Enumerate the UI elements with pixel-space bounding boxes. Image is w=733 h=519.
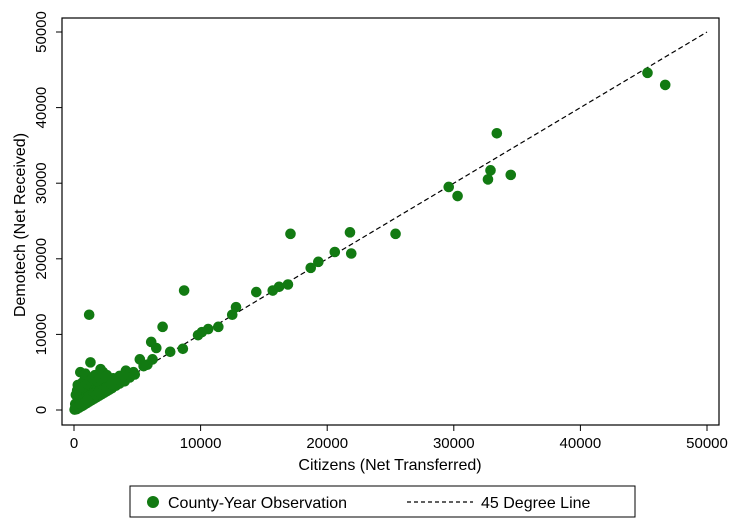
legend-marker-dot bbox=[147, 496, 159, 508]
y-tick-label: 30000 bbox=[33, 162, 50, 204]
data-point bbox=[491, 128, 503, 139]
x-tick-label: 30000 bbox=[433, 435, 475, 452]
data-point bbox=[213, 321, 224, 333]
y-tick-label: 0 bbox=[33, 406, 50, 414]
data-point bbox=[329, 246, 341, 258]
x-tick-label: 50000 bbox=[686, 435, 728, 452]
data-point bbox=[305, 262, 317, 274]
data-point bbox=[118, 369, 129, 381]
legend: County-Year Observation 45 Degree Line bbox=[129, 485, 636, 518]
data-point bbox=[485, 165, 496, 176]
legend-box bbox=[129, 485, 636, 518]
data-point bbox=[81, 394, 93, 406]
data-point bbox=[192, 329, 204, 341]
data-point bbox=[106, 378, 117, 390]
data-point bbox=[313, 256, 324, 268]
data-point bbox=[164, 346, 176, 358]
data-point bbox=[659, 79, 671, 91]
y-tick-label: 50000 bbox=[33, 11, 50, 53]
data-point bbox=[157, 321, 168, 333]
data-point bbox=[85, 357, 96, 368]
data-point bbox=[251, 286, 262, 298]
x-ticks: 0 10000 20000 30000 40000 50000 bbox=[70, 425, 728, 452]
data-point bbox=[83, 309, 95, 321]
data-point bbox=[482, 174, 494, 185]
y-tick-label: 40000 bbox=[33, 87, 50, 129]
data-point bbox=[443, 181, 455, 193]
y-axis: 0 10000 20000 30000 40000 50000 bbox=[33, 11, 63, 425]
x-axis-title: Citizens (Net Transferred) bbox=[298, 457, 481, 474]
data-point bbox=[345, 248, 357, 259]
legend-label-line: 45 Degree Line bbox=[481, 495, 591, 512]
legend-label-points: County-Year Observation bbox=[168, 495, 347, 512]
y-tick-label: 20000 bbox=[33, 238, 50, 280]
y-ticks: 0 10000 20000 30000 40000 50000 bbox=[33, 11, 62, 414]
data-point bbox=[134, 354, 146, 365]
data-point bbox=[505, 169, 517, 181]
data-point bbox=[642, 67, 653, 79]
x-tick-label: 40000 bbox=[560, 435, 602, 452]
y-axis-title: Demotech (Net Received) bbox=[12, 133, 29, 317]
data-point bbox=[177, 343, 189, 355]
x-tick-label: 10000 bbox=[180, 435, 222, 452]
data-point bbox=[129, 369, 141, 380]
data-point bbox=[267, 285, 279, 296]
data-point bbox=[452, 190, 463, 202]
data-point bbox=[344, 227, 356, 238]
x-axis: 0 10000 20000 30000 40000 50000 bbox=[62, 424, 728, 452]
data-point bbox=[285, 228, 296, 240]
x-tick-label: 20000 bbox=[306, 435, 348, 452]
data-point bbox=[226, 309, 238, 321]
y-tick-label: 10000 bbox=[33, 314, 50, 356]
x-tick-label: 0 bbox=[70, 435, 78, 452]
data-point bbox=[178, 285, 190, 296]
data-point bbox=[282, 279, 294, 290]
data-point bbox=[145, 336, 157, 348]
data-points bbox=[69, 67, 671, 415]
data-point bbox=[100, 371, 111, 383]
data-point bbox=[390, 228, 401, 240]
